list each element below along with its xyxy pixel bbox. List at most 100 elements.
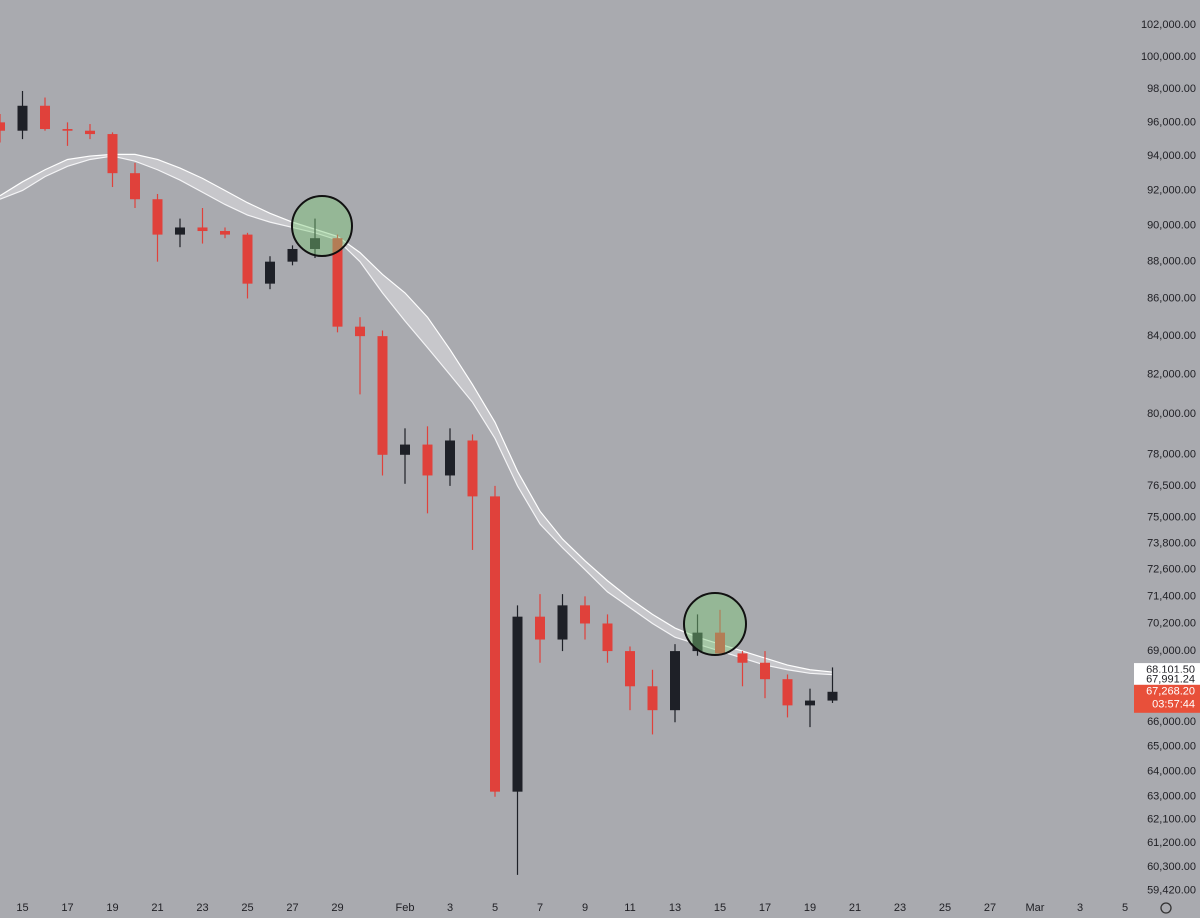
candle-body bbox=[152, 199, 163, 235]
candle-body bbox=[805, 700, 815, 706]
y-tick-label: 76,500.00 bbox=[1147, 480, 1196, 492]
candle-body bbox=[332, 238, 343, 327]
candle-body bbox=[130, 173, 140, 200]
x-tick-label: Mar bbox=[1026, 902, 1045, 914]
y-tick-label: 64,000.00 bbox=[1147, 765, 1196, 777]
candle-body bbox=[400, 444, 410, 455]
y-tick-label: 72,600.00 bbox=[1147, 564, 1196, 576]
y-tick-label: 59,420.00 bbox=[1147, 884, 1196, 896]
y-tick-label: 102,000.00 bbox=[1141, 19, 1196, 31]
candle-body bbox=[422, 444, 433, 476]
candle-body bbox=[670, 651, 680, 711]
y-tick-label: 66,000.00 bbox=[1147, 716, 1196, 728]
candle-body bbox=[647, 686, 658, 711]
candle-body bbox=[377, 336, 388, 455]
y-tick-label: 84,000.00 bbox=[1147, 330, 1196, 342]
x-tick-label: 17 bbox=[61, 902, 73, 914]
x-tick-label: 21 bbox=[849, 902, 861, 914]
price-tag-label: 67,991.24 bbox=[1146, 674, 1195, 686]
candle-body bbox=[310, 238, 320, 249]
candle-body bbox=[602, 623, 613, 652]
x-tick-label: 27 bbox=[286, 902, 298, 914]
candle-body bbox=[175, 227, 185, 235]
candle-body bbox=[62, 129, 73, 131]
y-tick-label: 70,200.00 bbox=[1147, 617, 1196, 629]
y-tick-label: 94,000.00 bbox=[1147, 150, 1196, 162]
price-tag bbox=[1134, 672, 1200, 687]
candle-body bbox=[782, 679, 793, 706]
y-tick-label: 62,100.00 bbox=[1147, 814, 1196, 826]
y-tick-label: 78,000.00 bbox=[1147, 449, 1196, 461]
y-tick-label: 80,000.00 bbox=[1147, 408, 1196, 420]
candle-body bbox=[17, 105, 28, 131]
y-tick-label: 98,000.00 bbox=[1147, 83, 1196, 95]
x-tick-label: 3 bbox=[447, 902, 453, 914]
y-tick-label: 69,000.00 bbox=[1147, 645, 1196, 657]
candle-body bbox=[197, 227, 208, 232]
x-tick-label: 19 bbox=[106, 902, 118, 914]
x-tick-label: 19 bbox=[804, 902, 816, 914]
candle-body bbox=[737, 653, 748, 663]
x-tick-label: 13 bbox=[669, 902, 681, 914]
y-tick-label: 86,000.00 bbox=[1147, 292, 1196, 304]
x-tick-label: 11 bbox=[624, 902, 635, 914]
candle-body bbox=[827, 691, 838, 701]
x-tick-label: 5 bbox=[492, 902, 498, 914]
x-tick-label: Feb bbox=[396, 902, 415, 914]
y-tick-label: 96,000.00 bbox=[1147, 116, 1196, 128]
candle-body bbox=[0, 122, 5, 131]
candle-body bbox=[580, 605, 590, 624]
countdown: 03:57:44 bbox=[1152, 699, 1195, 711]
x-tick-label: 25 bbox=[241, 902, 253, 914]
x-tick-label: 25 bbox=[939, 902, 951, 914]
candle-body bbox=[490, 496, 500, 792]
candle-body bbox=[512, 616, 523, 792]
price-tag-label: 67,268.20 bbox=[1146, 686, 1195, 698]
y-tick-label: 88,000.00 bbox=[1147, 256, 1196, 268]
candle-body bbox=[467, 440, 478, 497]
x-tick-label: 15 bbox=[16, 902, 28, 914]
settings-icon[interactable] bbox=[1160, 902, 1172, 914]
highlight-circle bbox=[291, 195, 353, 257]
candle-body bbox=[692, 632, 703, 652]
y-tick-label: 100,000.00 bbox=[1141, 51, 1196, 63]
candle-body bbox=[535, 616, 545, 640]
y-tick-label: 61,200.00 bbox=[1147, 837, 1196, 849]
candle-body bbox=[265, 261, 275, 284]
plot-area bbox=[0, 90, 838, 875]
y-tick-label: 90,000.00 bbox=[1147, 220, 1196, 232]
candle-body bbox=[85, 130, 95, 135]
y-tick-label: 73,800.00 bbox=[1147, 537, 1196, 549]
candle-body bbox=[220, 231, 230, 235]
y-tick-label: 75,000.00 bbox=[1147, 511, 1196, 523]
x-tick-label: 5 bbox=[1122, 902, 1128, 914]
candle-body bbox=[625, 651, 635, 687]
x-tick-label: 9 bbox=[582, 902, 588, 914]
candle-body bbox=[287, 248, 298, 262]
x-tick-label: 29 bbox=[331, 902, 343, 914]
candle-body bbox=[557, 605, 568, 640]
candle-body bbox=[355, 326, 365, 337]
candle-body bbox=[760, 662, 770, 680]
x-tick-label: 23 bbox=[894, 902, 906, 914]
candle-body bbox=[715, 632, 725, 654]
y-tick-label: 71,400.00 bbox=[1147, 590, 1196, 602]
x-tick-label: 21 bbox=[151, 902, 163, 914]
price-axis: 102,000.00 100,000.00 98,000.00 96,000.00 94… bbox=[16, 19, 1200, 914]
y-tick-label: 82,000.00 bbox=[1147, 369, 1196, 381]
candle-body bbox=[40, 105, 50, 130]
x-tick-label: 23 bbox=[196, 902, 208, 914]
price-tag bbox=[1134, 684, 1200, 713]
candle-body bbox=[445, 440, 455, 476]
candle-body bbox=[107, 134, 118, 174]
y-tick-label: 92,000.00 bbox=[1147, 184, 1196, 196]
y-tick-label: 63,000.00 bbox=[1147, 791, 1196, 803]
x-tick-label: 27 bbox=[984, 902, 996, 914]
highlight-circle bbox=[683, 592, 747, 656]
x-tick-label: 7 bbox=[537, 902, 543, 914]
x-tick-label: 15 bbox=[714, 902, 726, 914]
candle-body bbox=[242, 234, 253, 284]
y-tick-label: 65,000.00 bbox=[1147, 741, 1196, 753]
